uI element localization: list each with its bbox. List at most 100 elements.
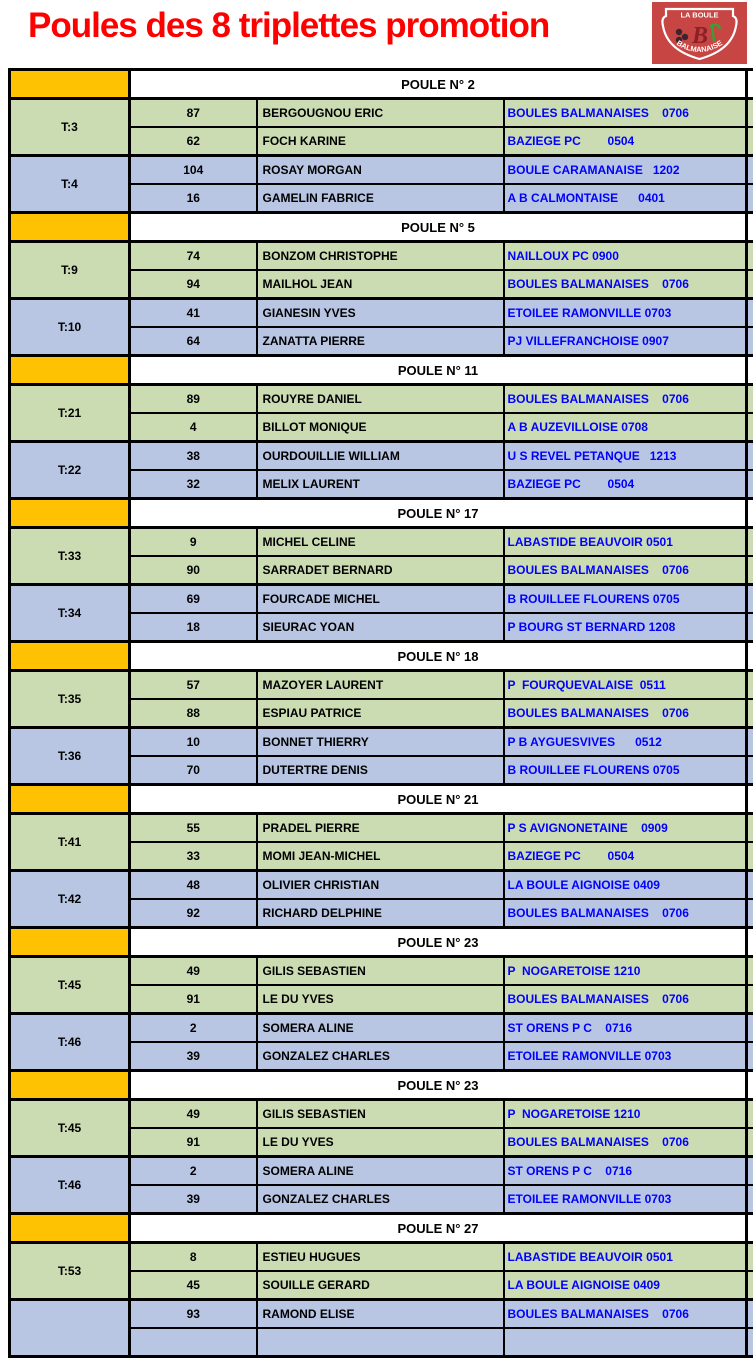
player-club: BAZIEGE PC 0504 [504, 127, 747, 156]
poule-header-row: POULE N° 23 [10, 1071, 753, 1100]
table-edge-sliver [747, 785, 753, 814]
poule-header-row: POULE N° 21 [10, 785, 753, 814]
player-club: ETOILEE RAMONVILLE 0703 [504, 299, 747, 328]
player-name: BILLOT MONIQUE [257, 413, 504, 442]
player-number: 74 [130, 242, 257, 271]
player-number: 49 [130, 957, 257, 986]
poule-header-label: POULE N° 5 [130, 213, 747, 242]
table-edge-sliver [747, 1157, 753, 1186]
player-name: PRADEL PIERRE [257, 814, 504, 843]
player-club: P S AVIGNONETAINE 0909 [504, 814, 747, 843]
table-edge-sliver [747, 1271, 753, 1300]
player-number: 91 [130, 1128, 257, 1157]
player-name: MAILHOL JEAN [257, 270, 504, 299]
table-edge-sliver [747, 556, 753, 585]
player-number: 18 [130, 613, 257, 642]
table-edge-sliver [747, 1300, 753, 1329]
logo-boule-icon [682, 34, 688, 40]
player-number: 48 [130, 871, 257, 900]
player-number: 2 [130, 1014, 257, 1043]
table-edge-sliver [747, 1243, 753, 1272]
player-name: ROSAY MORGAN [257, 156, 504, 185]
player-club: LA BOULE AIGNOISE 0409 [504, 871, 747, 900]
player-club: BOULES BALMANAISES 0706 [504, 899, 747, 928]
team-label: T:35 [10, 671, 130, 728]
player-club: A B AUZEVILLOISE 0708 [504, 413, 747, 442]
team-label: T:45 [10, 957, 130, 1014]
table-edge-sliver [747, 842, 753, 871]
player-number: 91 [130, 985, 257, 1014]
poule-header-spacer-cell [10, 70, 130, 99]
player-club: PJ VILLEFRANCHOISE 0907 [504, 327, 747, 356]
player-name: MELIX LAURENT [257, 470, 504, 499]
player-name: GONZALEZ CHARLES [257, 1042, 504, 1071]
table-edge-sliver [747, 385, 753, 414]
poule-header-label: POULE N° 18 [130, 642, 747, 671]
player-number: 9 [130, 528, 257, 557]
poule-header-row: POULE N° 27 [10, 1214, 753, 1243]
poule-header-row: POULE N° 17 [10, 499, 753, 528]
player-name: ESPIAU PATRICE [257, 699, 504, 728]
table-edge-sliver [747, 213, 753, 242]
player-name: ESTIEU HUGUES [257, 1243, 504, 1272]
player-name: SARRADET BERNARD [257, 556, 504, 585]
player-number: 89 [130, 385, 257, 414]
poule-header-spacer-cell [10, 499, 130, 528]
player-number: 88 [130, 699, 257, 728]
player-club: BOULES BALMANAISES 0706 [504, 1300, 747, 1329]
team-label: T:34 [10, 585, 130, 642]
player-number: 70 [130, 756, 257, 785]
player-number: 87 [130, 99, 257, 128]
player-name: MOMI JEAN-MICHEL [257, 842, 504, 871]
player-name: ROUYRE DANIEL [257, 385, 504, 414]
poule-header-spacer-cell [10, 785, 130, 814]
poule-header-spacer-cell [10, 1071, 130, 1100]
table-edge-sliver [747, 70, 753, 99]
table-edge-sliver [747, 585, 753, 614]
player-name: MAZOYER LAURENT [257, 671, 504, 700]
player-club: BOULES BALMANAISES 0706 [504, 985, 747, 1014]
table-edge-sliver [747, 699, 753, 728]
player-name [257, 1328, 504, 1357]
table-edge-sliver [747, 1100, 753, 1129]
poule-header-label: POULE N° 17 [130, 499, 747, 528]
table-edge-sliver [747, 413, 753, 442]
player-number: 39 [130, 1185, 257, 1214]
player-number: 2 [130, 1157, 257, 1186]
table-edge-sliver [747, 642, 753, 671]
player-club: B ROUILLEE FLOURENS 0705 [504, 585, 747, 614]
player-number: 41 [130, 299, 257, 328]
player-club: BAZIEGE PC 0504 [504, 470, 747, 499]
player-number: 4 [130, 413, 257, 442]
player-club: P NOGARETOISE 1210 [504, 1100, 747, 1129]
table-edge-sliver [747, 99, 753, 128]
team-label: T:33 [10, 528, 130, 585]
player-club: BOULES BALMANAISES 0706 [504, 1128, 747, 1157]
poule-header-row: POULE N° 2 [10, 70, 753, 99]
team-label: T:21 [10, 385, 130, 442]
player-name: MICHEL CELINE [257, 528, 504, 557]
player-name: DUTERTRE DENIS [257, 756, 504, 785]
poule-header-spacer-cell [10, 213, 130, 242]
table-edge-sliver [747, 1128, 753, 1157]
table-edge-sliver [747, 242, 753, 271]
table-edge-sliver [747, 499, 753, 528]
table-edge-sliver [747, 957, 753, 986]
player-club: ETOILEE RAMONVILLE 0703 [504, 1042, 747, 1071]
player-number: 69 [130, 585, 257, 614]
poule-header-label: POULE N° 2 [130, 70, 747, 99]
club-logo: LA BOULE B BALMANAISE [652, 2, 747, 64]
player-club: BAZIEGE PC 0504 [504, 842, 747, 871]
player-name: GONZALEZ CHARLES [257, 1185, 504, 1214]
poule-header-label: POULE N° 23 [130, 1071, 747, 1100]
player-club: LABASTIDE BEAUVOIR 0501 [504, 528, 747, 557]
player-club: P NOGARETOISE 1210 [504, 957, 747, 986]
